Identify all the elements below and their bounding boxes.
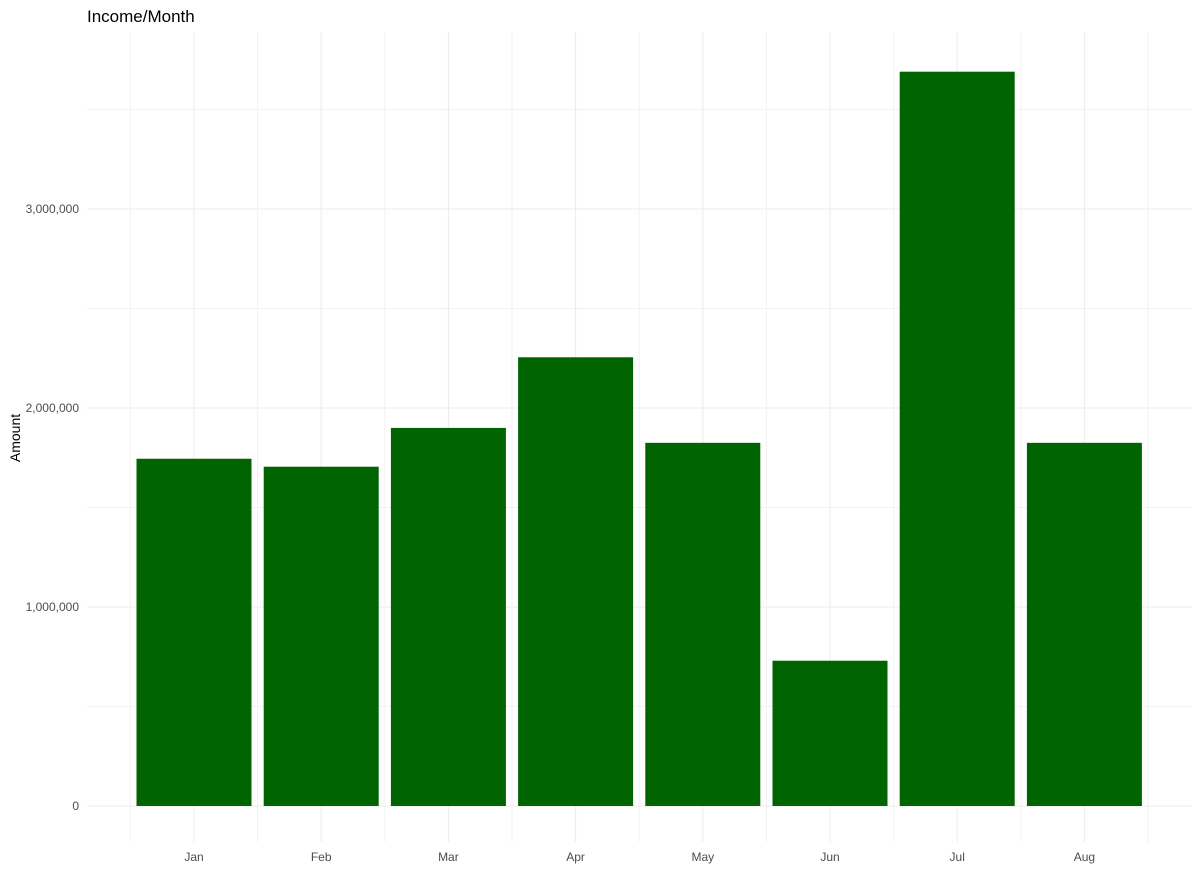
- x-axis-tick-labels: Jan Feb Mar Apr May Jun Jul Aug: [184, 850, 1095, 864]
- bar-series: [136, 71, 1142, 806]
- x-tick-label: Jan: [184, 850, 203, 864]
- bar-jul: [899, 71, 1015, 806]
- bar-aug: [1026, 442, 1142, 806]
- bar-mar: [390, 427, 506, 806]
- x-tick-label: Aug: [1074, 850, 1095, 864]
- y-tick-label: 0: [72, 799, 79, 813]
- x-tick-label: Feb: [311, 850, 332, 864]
- grid-lines: [87, 32, 1192, 842]
- bar-jun: [772, 660, 888, 806]
- y-tick-label: 2,000,000: [26, 401, 80, 415]
- x-tick-label: Jul: [950, 850, 965, 864]
- bar-feb: [263, 466, 379, 806]
- y-tick-label: 1,000,000: [26, 600, 80, 614]
- x-tick-label: Jun: [820, 850, 839, 864]
- chart-title: Income/Month: [87, 7, 195, 26]
- x-tick-label: Apr: [566, 850, 585, 864]
- y-tick-label: 3,000,000: [26, 202, 80, 216]
- bar-may: [645, 442, 761, 806]
- y-axis-tick-labels: 0 1,000,000 2,000,000 3,000,000: [26, 202, 80, 813]
- x-tick-label: Mar: [438, 850, 459, 864]
- y-axis-title: Amount: [7, 414, 23, 462]
- bar-apr: [518, 357, 634, 806]
- x-tick-label: May: [691, 850, 714, 864]
- bar-jan: [136, 458, 252, 806]
